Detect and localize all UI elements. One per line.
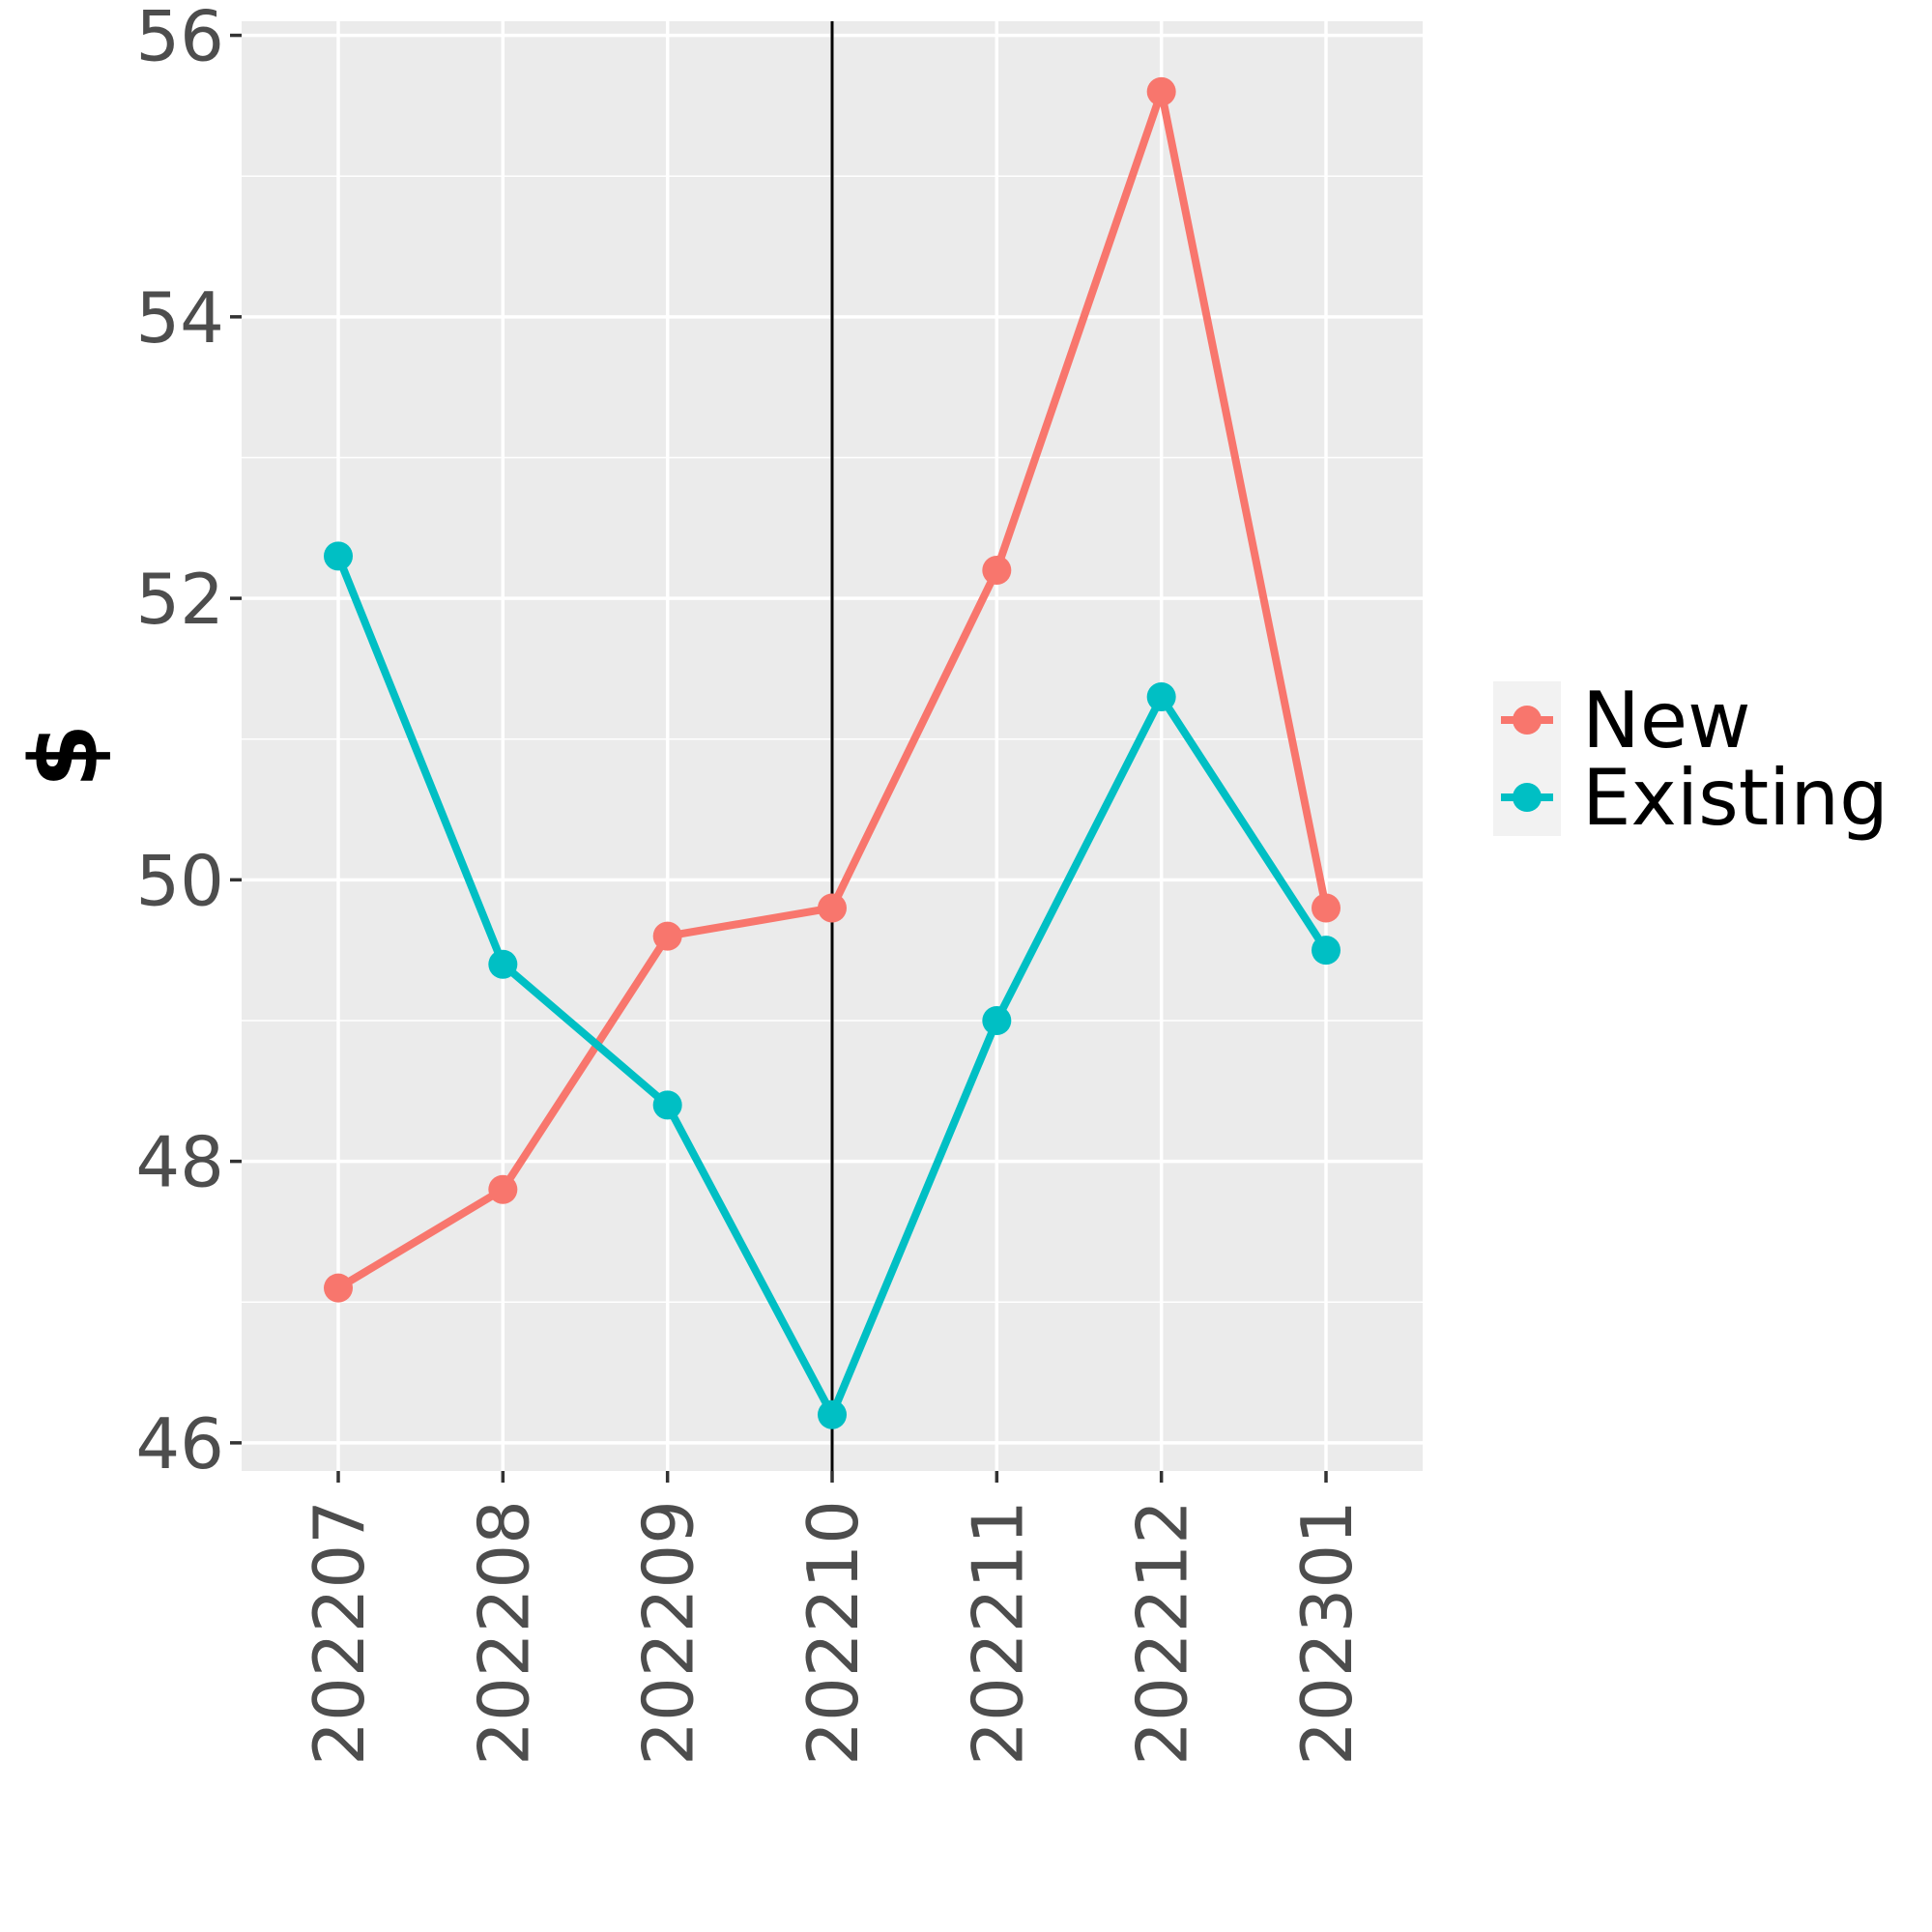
- data-point-existing: [324, 541, 353, 571]
- data-point-new: [818, 893, 847, 923]
- x-tick-label: 202209: [628, 1500, 709, 1766]
- x-axis: 202207 202208 202209 202210 202211 202212 2023…: [299, 1471, 1368, 1766]
- data-point-existing: [982, 1005, 1012, 1035]
- legend-key-point: [1513, 706, 1542, 735]
- data-point-new: [652, 921, 682, 951]
- x-tick-label: 202301: [1286, 1500, 1368, 1766]
- data-point-new: [1312, 893, 1341, 923]
- y-axis: 46 48 50 52 54 56: [135, 0, 242, 1485]
- legend-label-existing: Existing: [1582, 753, 1889, 843]
- data-point-existing: [1312, 936, 1341, 966]
- x-tick-label: 202212: [1122, 1500, 1203, 1766]
- x-tick-label: 202207: [299, 1500, 380, 1766]
- y-axis-label: $: [11, 724, 119, 789]
- y-tick-label: 52: [135, 559, 224, 640]
- data-point-new: [982, 555, 1012, 585]
- legend-label-new: New: [1582, 676, 1751, 765]
- data-point-new: [488, 1174, 518, 1204]
- x-tick-label: 202210: [793, 1500, 874, 1766]
- y-tick-label: 48: [135, 1122, 224, 1203]
- y-tick-label: 50: [135, 840, 224, 921]
- data-point-existing: [818, 1399, 847, 1429]
- y-tick-label: 46: [135, 1403, 224, 1485]
- series-points: [324, 76, 1341, 1429]
- data-point-new: [324, 1273, 353, 1303]
- x-tick-label: 202211: [957, 1500, 1038, 1766]
- data-point-existing: [652, 1090, 682, 1120]
- data-point-existing: [488, 949, 518, 979]
- legend-key-point: [1513, 783, 1542, 812]
- data-point-new: [1146, 76, 1176, 106]
- x-tick-label: 202208: [463, 1500, 544, 1766]
- legend-key-background: [1493, 681, 1561, 836]
- data-point-existing: [1146, 682, 1176, 712]
- y-tick-label: 54: [135, 277, 224, 359]
- y-tick-label: 56: [135, 0, 224, 77]
